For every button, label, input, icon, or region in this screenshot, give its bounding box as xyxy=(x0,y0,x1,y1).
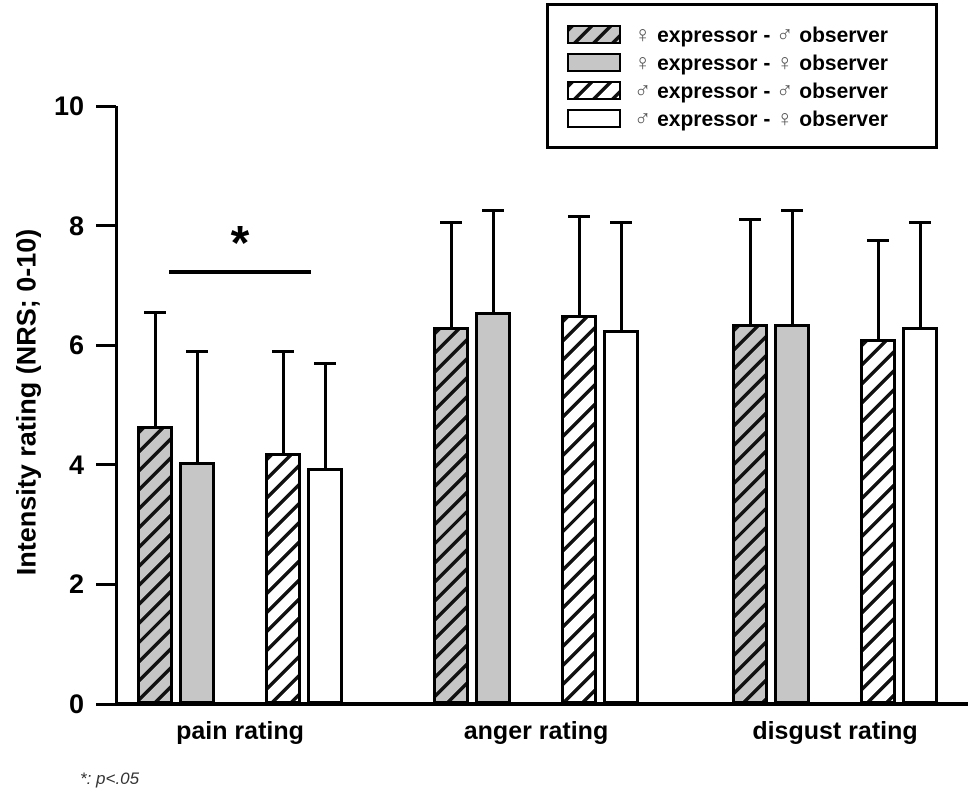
y-tick-label: 0 xyxy=(68,689,84,719)
bar-anger-series4 xyxy=(603,330,639,704)
error-bar xyxy=(195,351,199,462)
y-tick-label: 10 xyxy=(53,91,84,121)
error-bar xyxy=(153,312,157,426)
observer-gender-symbol: ♂ xyxy=(776,76,794,103)
error-bar xyxy=(748,219,752,325)
error-bar xyxy=(790,210,794,325)
error-bar xyxy=(619,222,623,331)
significance-line xyxy=(169,270,311,274)
legend-swatch-gray-hatched xyxy=(567,24,621,44)
error-bar-cap xyxy=(314,361,336,365)
legend-swatch-white-hatched xyxy=(567,80,621,100)
error-bar-cap xyxy=(739,218,761,222)
bar-pain-series4 xyxy=(307,467,343,704)
legend-text: expressor - xyxy=(651,51,777,75)
error-bar-cap xyxy=(272,349,294,353)
error-bar xyxy=(491,210,495,313)
error-bar-cap xyxy=(610,221,632,225)
error-bar xyxy=(577,216,581,316)
error-bar-cap xyxy=(781,209,803,213)
x-category-label: pain rating xyxy=(176,717,304,745)
y-tick-label: 6 xyxy=(68,330,84,361)
x-axis-line xyxy=(115,702,968,706)
bar-disgust-series2 xyxy=(774,324,810,704)
observer-gender-symbol: ♂ xyxy=(776,20,794,47)
bar-anger-series1 xyxy=(433,327,469,704)
bar-disgust-series3 xyxy=(860,339,896,704)
error-bar-cap xyxy=(144,310,166,314)
y-tick xyxy=(96,104,116,108)
legend-text: observer xyxy=(793,23,888,47)
y-tick xyxy=(96,224,116,228)
y-tick-label: 2 xyxy=(68,569,84,600)
legend-text: expressor - xyxy=(651,79,777,103)
y-tick-label: 4 xyxy=(68,449,84,480)
observer-gender-symbol: ♀ xyxy=(776,48,794,75)
y-axis-title: Intensity rating (NRS; 0-10) xyxy=(11,228,42,576)
error-bar xyxy=(323,363,327,468)
legend-swatch-gray-solid xyxy=(567,52,621,72)
x-category-label: anger rating xyxy=(463,717,609,745)
error-bar-cap xyxy=(186,349,208,353)
expressor-gender-symbol: ♂ xyxy=(634,76,652,103)
legend-label: ♀ expressor - ♀ observer xyxy=(634,49,888,76)
significance-asterisk: * xyxy=(230,217,250,270)
legend: ♀ expressor - ♂ observer ♀ expressor - ♀ … xyxy=(546,3,938,149)
legend-text: observer xyxy=(793,107,888,131)
legend-item-2: ♀ expressor - ♀ observer xyxy=(567,48,929,76)
legend-item-3: ♂ expressor - ♂ observer xyxy=(567,76,929,104)
legend-item-1: ♀ expressor - ♂ observer xyxy=(567,20,929,48)
expressor-gender-symbol: ♀ xyxy=(634,20,652,47)
error-bar-cap xyxy=(568,215,590,219)
error-bar-cap xyxy=(867,239,889,243)
y-tick xyxy=(96,463,116,467)
observer-gender-symbol: ♀ xyxy=(776,104,794,131)
bar-anger-series2 xyxy=(475,312,511,704)
expressor-gender-symbol: ♂ xyxy=(634,104,652,131)
y-tick xyxy=(96,702,116,706)
error-bar-cap xyxy=(440,221,462,225)
legend-label: ♀ expressor - ♂ observer xyxy=(634,21,888,48)
significance-footnote: *: p<.05 xyxy=(80,769,140,788)
error-bar-cap xyxy=(482,209,504,213)
y-tick xyxy=(96,582,116,586)
bar-disgust-series1 xyxy=(732,324,768,704)
legend-text: expressor - xyxy=(651,107,777,131)
legend-swatch-white-solid xyxy=(567,108,621,128)
expressor-gender-symbol: ♀ xyxy=(634,48,652,75)
legend-rows: ♀ expressor - ♂ observer ♀ expressor - ♀ … xyxy=(567,20,929,132)
y-tick-label: 8 xyxy=(68,210,84,241)
x-category-label: disgust rating xyxy=(752,717,918,745)
y-tick xyxy=(96,343,116,347)
legend-item-4: ♂ expressor - ♀ observer xyxy=(567,104,929,132)
bar-pain-series2 xyxy=(179,461,215,704)
error-bar xyxy=(281,351,285,453)
error-bar xyxy=(876,240,880,340)
bar-pain-series3 xyxy=(265,452,301,704)
legend-text: observer xyxy=(793,79,888,103)
legend-text: observer xyxy=(793,51,888,75)
y-axis-line xyxy=(115,106,118,704)
error-bar xyxy=(449,222,453,328)
legend-label: ♂ expressor - ♀ observer xyxy=(634,105,888,132)
legend-text: expressor - xyxy=(651,23,777,47)
legend-label: ♂ expressor - ♂ observer xyxy=(634,77,888,104)
error-bar xyxy=(918,222,922,328)
bar-pain-series1 xyxy=(137,425,173,704)
bar-anger-series3 xyxy=(561,315,597,704)
error-bar-cap xyxy=(909,221,931,225)
bar-disgust-series4 xyxy=(902,327,938,704)
